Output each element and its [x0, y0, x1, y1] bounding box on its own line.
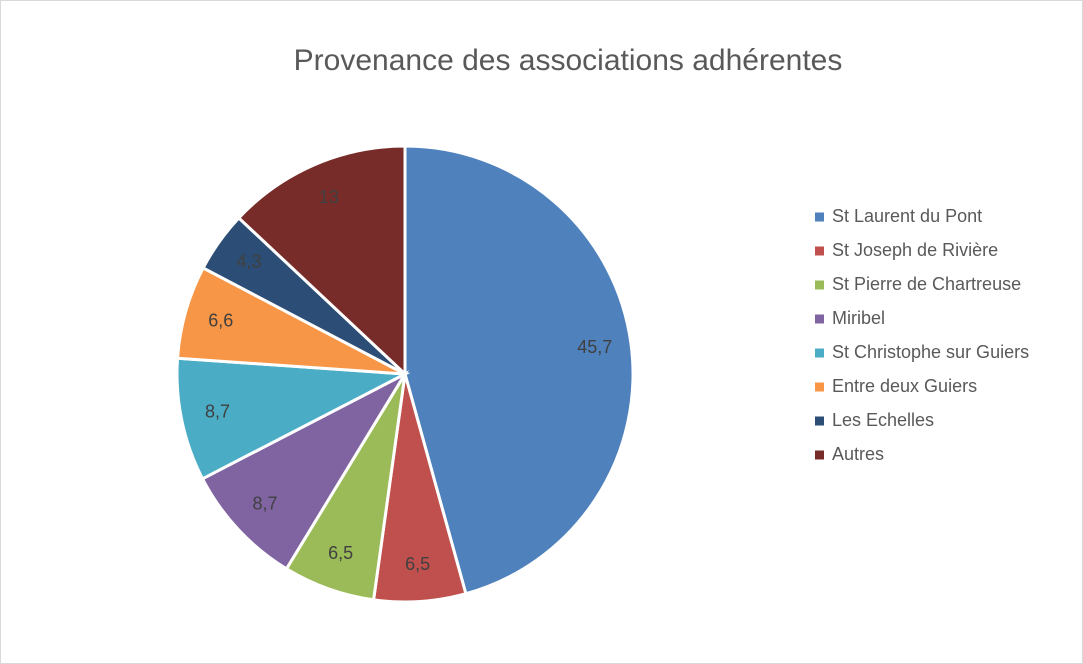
legend-swatch [815, 314, 824, 324]
legend-swatch [815, 348, 824, 358]
data-label: 6,5 [328, 543, 353, 563]
data-label: 8,7 [205, 402, 230, 422]
legend-swatch [815, 280, 824, 290]
pie-slice [236, 144, 407, 378]
legend-label: St Laurent du Pont [832, 206, 982, 226]
data-label: 4,3 [236, 252, 261, 272]
legend-label: St Joseph de Rivière [832, 240, 998, 260]
pie-slice [403, 144, 635, 596]
data-label: 6,5 [405, 554, 430, 574]
legend-swatch [815, 212, 824, 222]
pie-slice [175, 356, 411, 481]
data-label: 8,7 [252, 493, 277, 513]
legend-label: St Christophe sur Guiers [832, 342, 1029, 362]
legend-swatch [815, 450, 824, 460]
chart-title: Provenance des associations adhérentes [294, 44, 843, 77]
legend-swatch [815, 416, 824, 426]
legend-swatch [815, 382, 824, 392]
legend-label: Entre deux Guiers [832, 376, 977, 396]
legend-label: Autres [832, 444, 884, 464]
data-label: 45,7 [577, 337, 612, 357]
legend-label: St Pierre de Chartreuse [832, 274, 1021, 294]
data-label: 13 [319, 187, 339, 207]
data-label: 6,6 [208, 310, 233, 330]
legend-swatch [815, 246, 824, 256]
legend-label: Miribel [832, 308, 885, 328]
pie-slice [200, 370, 410, 571]
legend-label: Les Echelles [832, 410, 934, 430]
